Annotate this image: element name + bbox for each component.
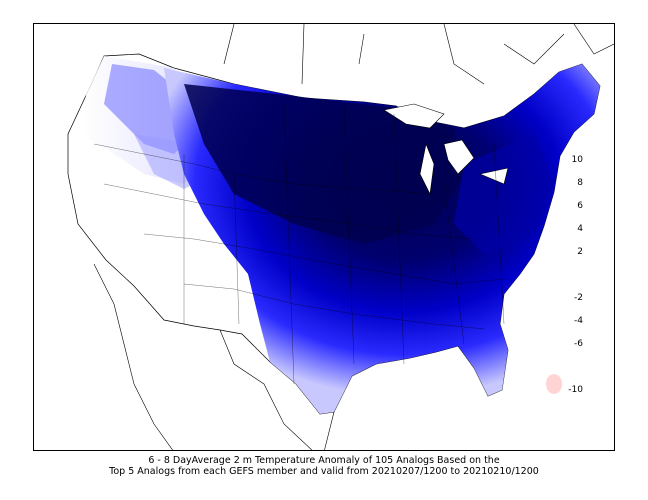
colorbar-tick-minus-2: -2 xyxy=(574,293,583,303)
map-caption: 6 - 8 DayAverage 2 m Temperature Anomaly… xyxy=(0,455,648,477)
florida-warm-spot xyxy=(546,374,562,394)
colorbar-tick-minus-4: -4 xyxy=(574,316,583,326)
anomaly-map xyxy=(67,24,614,450)
colorbar-tick-4: 4 xyxy=(577,224,583,234)
colorbar-tick-6: 6 xyxy=(577,201,583,211)
caption-line-1: 6 - 8 DayAverage 2 m Temperature Anomaly… xyxy=(148,455,500,466)
colorbar-tick-minus-10: -10 xyxy=(568,385,583,395)
caption-line-2: Top 5 Analogs from each GEFS member and … xyxy=(109,466,539,477)
colorbar-tick-minus-6: -6 xyxy=(574,339,583,349)
colorbar-tick-8: 8 xyxy=(577,178,583,188)
map-frame xyxy=(33,23,615,451)
colorbar-tick-10: 10 xyxy=(571,155,583,165)
colorbar-tick-2: 2 xyxy=(577,247,583,257)
great-lakes xyxy=(383,103,509,196)
state-boundaries xyxy=(93,103,505,385)
